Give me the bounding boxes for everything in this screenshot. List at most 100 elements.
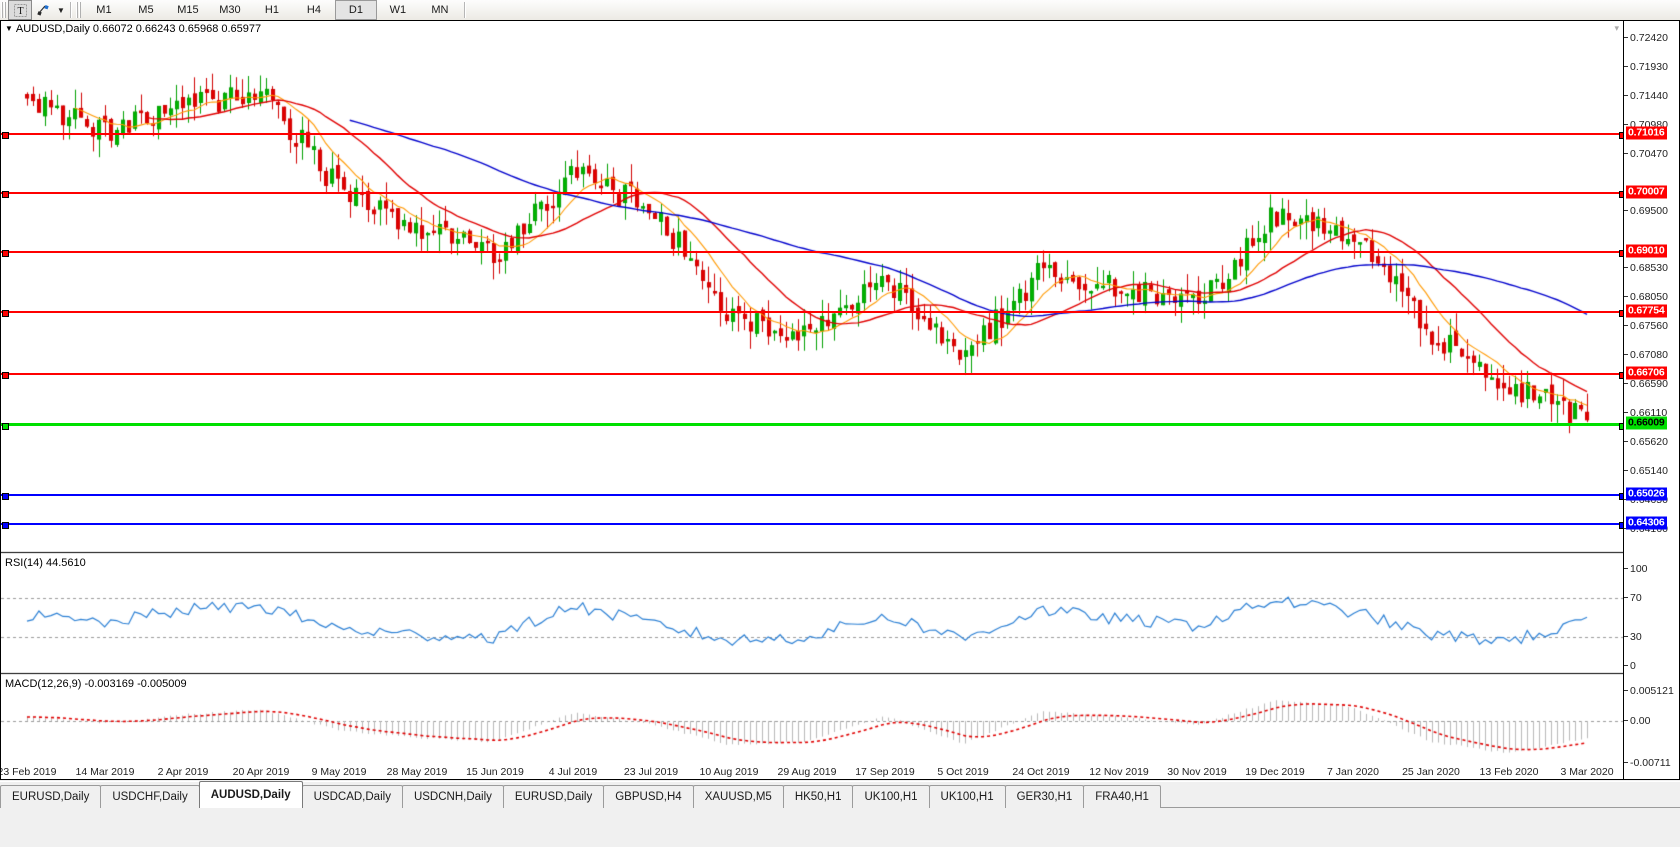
chart-tab-usdchf-daily[interactable]: USDCHF,Daily (100, 785, 200, 808)
macd-scale-label: -0.00711 (1624, 757, 1671, 769)
level-handle[interactable] (1619, 191, 1623, 198)
level-line-resistance-3[interactable] (1, 250, 1623, 257)
date-label: 23 Jul 2019 (623, 766, 679, 778)
level-handle[interactable] (1619, 310, 1623, 317)
price-tag-resistance-4[interactable]: 0.67754 (1626, 304, 1667, 318)
level-handle-left[interactable] (2, 132, 9, 139)
level-line-support-1[interactable] (1, 493, 1623, 500)
text-tool-button[interactable]: T (8, 0, 32, 20)
date-label: 24 Oct 2019 (1012, 766, 1070, 778)
macd-scale-label: 0.005121 (1624, 685, 1674, 697)
svg-text:T: T (17, 6, 23, 17)
timeframe-w1[interactable]: W1 (389, 4, 407, 16)
level-handle-left[interactable] (2, 191, 9, 198)
chart-tab-xauusd-m5[interactable]: XAUUSD,M5 (692, 785, 784, 808)
timeframe-d1[interactable]: D1 (334, 0, 377, 20)
chart-tab-bar: EURUSD,Daily USDCHF,Daily AUDUSD,Daily USDC… (0, 781, 1680, 847)
date-axis: 23 Feb 2019 14 Mar 2019 2 Apr 2019 20 Apr 2… (1, 763, 1623, 779)
date-label: 30 Nov 2019 (1167, 766, 1227, 778)
level-handle[interactable] (1619, 132, 1623, 139)
price-tick: 0.65140 (1624, 465, 1668, 477)
date-label: 17 Sep 2019 (855, 766, 915, 778)
date-label: 19 Dec 2019 (1245, 766, 1305, 778)
level-handle[interactable] (1619, 372, 1623, 379)
price-tag-resistance-3[interactable]: 0.69010 (1626, 244, 1667, 258)
text-tool-icon: T (13, 3, 27, 17)
chart-tab-eurusd-daily[interactable]: EURUSD,Daily (0, 785, 102, 808)
chart-tab-gbpusd-h4[interactable]: GBPUSD,H4 (603, 785, 694, 808)
price-tick: 0.65620 (1624, 436, 1668, 448)
chart-tab-ger30-h1[interactable]: GER30,H1 (1004, 785, 1085, 808)
level-line-resistance-4[interactable] (1, 310, 1623, 317)
toolbar-separator (69, 2, 72, 18)
level-handle-left[interactable] (2, 310, 9, 317)
level-line-current-price[interactable] (1, 423, 1623, 430)
timeframe-m30[interactable]: M30 (219, 4, 241, 16)
main-toolbar: T ▼ M1 M5 M15 M30 H1 H4 D1 W1 MN (0, 0, 1680, 21)
timeframe-m1[interactable]: M1 (96, 4, 112, 16)
price-tag-support-1[interactable]: 0.65026 (1626, 487, 1667, 501)
price-tag-resistance-1[interactable]: 0.71016 (1626, 126, 1667, 140)
level-line-resistance-2[interactable] (1, 191, 1623, 198)
scroll-indicator-icon[interactable]: ▾ (1614, 23, 1619, 33)
date-label: 28 May 2019 (386, 766, 448, 778)
chart-plot-area[interactable]: RSI(14) 44.5610 MACD(12,26,9) -0.003169 … (1, 21, 1623, 779)
level-handle-left[interactable] (2, 423, 9, 430)
date-label: 4 Jul 2019 (548, 766, 598, 778)
price-tag-resistance-2[interactable]: 0.70007 (1626, 185, 1667, 199)
date-label: 25 Jan 2020 (1402, 766, 1460, 778)
macd-subwindow-header: MACD(12,26,9) -0.003169 -0.005009 (5, 678, 187, 690)
chart-tab-eurusd-daily[interactable]: EURUSD,Daily (502, 785, 605, 808)
level-handle[interactable] (1619, 522, 1623, 529)
timeframe-m5[interactable]: M5 (138, 4, 154, 16)
drawings-tool-button[interactable] (32, 0, 56, 20)
level-handle[interactable] (1619, 493, 1623, 500)
timeframe-m15[interactable]: M15 (177, 4, 199, 16)
drawings-dropdown-icon[interactable]: ▼ (57, 5, 65, 15)
chart-tab-uk100-h1[interactable]: UK100,H1 (928, 785, 1006, 808)
collapse-icon[interactable]: ▼ (5, 24, 13, 33)
timeframe-mn[interactable]: MN (431, 4, 449, 16)
price-tick: 0.67560 (1624, 320, 1668, 332)
chart-tab-hk50-h1[interactable]: HK50,H1 (782, 785, 854, 808)
level-line-resistance-5[interactable] (1, 372, 1623, 379)
level-handle[interactable] (1619, 423, 1623, 430)
toolbar-grip[interactable] (1, 2, 6, 18)
price-tag-support-2[interactable]: 0.64306 (1626, 516, 1667, 530)
timeframe-h4[interactable]: H4 (306, 4, 321, 16)
macd-scale-label: 0.00 (1624, 715, 1650, 727)
price-tick: 0.71440 (1624, 90, 1668, 102)
rsi-scale-label: 30 (1624, 631, 1642, 643)
price-tick: 0.69500 (1624, 205, 1668, 217)
date-label: 13 Feb 2020 (1479, 766, 1539, 778)
chart-tab-fra40-h1[interactable]: FRA40,H1 (1083, 785, 1161, 808)
chart-tab-uk100-h1[interactable]: UK100,H1 (852, 785, 930, 808)
price-scale[interactable]: 0.72420 0.71930 0.71440 0.70980 0.70470 0.695… (1623, 21, 1679, 779)
chart-tab-usdcnh-daily[interactable]: USDCNH,Daily (401, 785, 504, 808)
date-label: 10 Aug 2019 (699, 766, 759, 778)
price-tick: 0.66110 (1624, 407, 1667, 419)
level-handle-left[interactable] (2, 250, 9, 257)
level-handle-left[interactable] (2, 493, 9, 500)
level-handle-left[interactable] (2, 522, 9, 529)
date-label: 7 Jan 2020 (1327, 766, 1379, 778)
price-tag-current-price[interactable]: 0.66009 (1626, 416, 1667, 430)
date-label: 12 Nov 2019 (1089, 766, 1149, 778)
price-tag-resistance-5[interactable]: 0.66706 (1626, 366, 1667, 380)
chart-tab-usdcad-daily[interactable]: USDCAD,Daily (301, 785, 403, 808)
rsi-subwindow-header: RSI(14) 44.5610 (5, 557, 86, 569)
timeframe-grip[interactable] (75, 2, 81, 18)
timeframe-h1[interactable]: H1 (264, 4, 279, 16)
level-line-resistance-1[interactable] (1, 132, 1623, 139)
price-tick: 0.66590 (1624, 378, 1668, 390)
date-label: 14 Mar 2019 (75, 766, 135, 778)
drawings-icon (36, 4, 49, 16)
chart-window[interactable]: ▼ AUDUSD,Daily 0.66072 0.66243 0.65968 0.… (0, 20, 1680, 780)
chart-tab-audusd-daily[interactable]: AUDUSD,Daily (198, 781, 303, 808)
level-line-support-2[interactable] (1, 522, 1623, 529)
chart-canvas[interactable] (1, 21, 1623, 779)
level-handle[interactable] (1619, 250, 1623, 257)
chart-tabs: EURUSD,Daily USDCHF,Daily AUDUSD,Daily USDC… (0, 781, 1161, 808)
level-handle-left[interactable] (2, 372, 9, 379)
